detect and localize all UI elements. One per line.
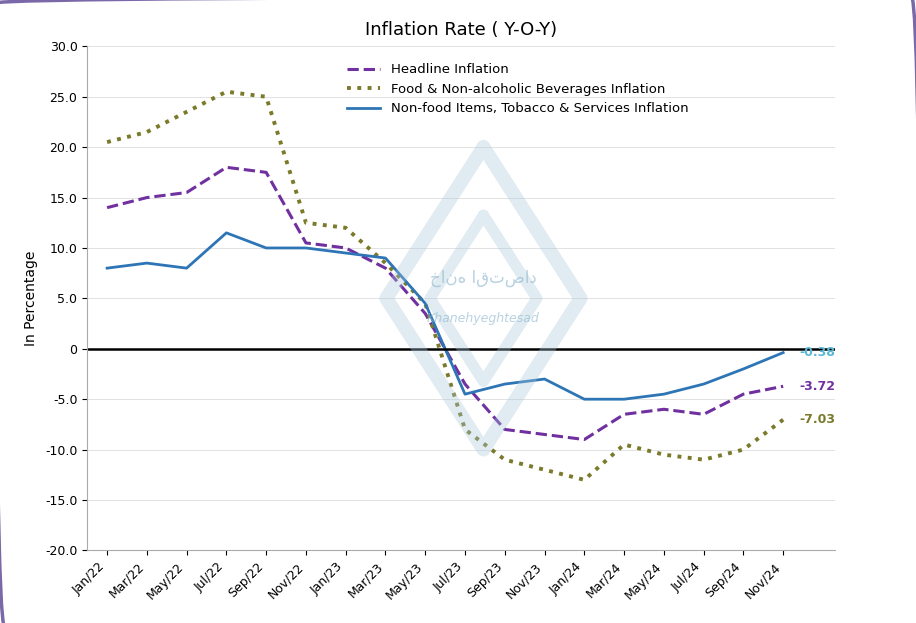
Non-food Items, Tobacco & Services Inflation [340,249,351,257]
Text: -7.03: -7.03 [799,413,835,426]
Text: -3.72: -3.72 [799,380,835,392]
Non-food Items, Tobacco & Services Inflation [261,244,272,252]
Food & Non-alcoholic Beverages Inflation [300,219,311,227]
Headline Inflation [102,204,113,211]
Line: Headline Inflation: Headline Inflation [107,168,783,439]
Food & Non-alcoholic Beverages Inflation [141,128,152,136]
Headline Inflation [380,264,391,272]
Food & Non-alcoholic Beverages Inflation [738,446,749,454]
Headline Inflation [340,244,351,252]
Line: Non-food Items, Tobacco & Services Inflation: Non-food Items, Tobacco & Services Infla… [107,233,783,399]
Food & Non-alcoholic Beverages Inflation [340,224,351,232]
Y-axis label: In Percentage: In Percentage [24,250,38,346]
Food & Non-alcoholic Beverages Inflation [698,456,709,464]
Text: خانه اقتصاد: خانه اقتصاد [431,269,537,287]
Food & Non-alcoholic Beverages Inflation [778,416,789,424]
Line: Food & Non-alcoholic Beverages Inflation: Food & Non-alcoholic Beverages Inflation [107,92,783,480]
Food & Non-alcoholic Beverages Inflation [181,108,192,116]
Non-food Items, Tobacco & Services Inflation [420,300,431,307]
Food & Non-alcoholic Beverages Inflation [102,138,113,146]
Food & Non-alcoholic Beverages Inflation [539,466,550,473]
Headline Inflation [778,383,789,390]
Food & Non-alcoholic Beverages Inflation [261,93,272,100]
Headline Inflation [579,435,590,443]
Non-food Items, Tobacco & Services Inflation [181,264,192,272]
Food & Non-alcoholic Beverages Inflation [499,456,510,464]
Non-food Items, Tobacco & Services Inflation [380,254,391,262]
Food & Non-alcoholic Beverages Inflation [460,426,471,433]
Headline Inflation [618,411,629,418]
Food & Non-alcoholic Beverages Inflation [579,476,590,483]
Headline Inflation [261,169,272,176]
Non-food Items, Tobacco & Services Inflation [579,396,590,403]
Headline Inflation [698,411,709,418]
Non-food Items, Tobacco & Services Inflation [539,375,550,383]
Non-food Items, Tobacco & Services Inflation [738,365,749,373]
Headline Inflation [181,189,192,196]
Headline Inflation [141,194,152,201]
Text: -0.38: -0.38 [799,346,835,359]
Non-food Items, Tobacco & Services Inflation [698,380,709,388]
Non-food Items, Tobacco & Services Inflation [141,259,152,267]
Text: Khanehyeghtesad: Khanehyeghtesad [427,312,540,325]
Headline Inflation [221,164,232,171]
Headline Inflation [499,426,510,433]
Headline Inflation [460,380,471,388]
Headline Inflation [659,406,670,413]
Non-food Items, Tobacco & Services Inflation [778,349,789,356]
Non-food Items, Tobacco & Services Inflation [659,391,670,398]
Headline Inflation [420,310,431,317]
Non-food Items, Tobacco & Services Inflation [221,229,232,237]
Headline Inflation [738,391,749,398]
Food & Non-alcoholic Beverages Inflation [420,300,431,307]
Food & Non-alcoholic Beverages Inflation [659,451,670,459]
Legend: Headline Inflation, Food & Non-alcoholic Beverages Inflation, Non-food Items, To: Headline Inflation, Food & Non-alcoholic… [342,58,693,121]
Food & Non-alcoholic Beverages Inflation [618,441,629,449]
Headline Inflation [539,430,550,438]
Food & Non-alcoholic Beverages Inflation [380,259,391,267]
Non-food Items, Tobacco & Services Inflation [102,264,113,272]
Non-food Items, Tobacco & Services Inflation [499,380,510,388]
Non-food Items, Tobacco & Services Inflation [618,396,629,403]
Title: Inflation Rate ( Y-O-Y): Inflation Rate ( Y-O-Y) [365,21,557,39]
Non-food Items, Tobacco & Services Inflation [460,391,471,398]
Headline Inflation [300,239,311,247]
Non-food Items, Tobacco & Services Inflation [300,244,311,252]
Food & Non-alcoholic Beverages Inflation [221,88,232,95]
